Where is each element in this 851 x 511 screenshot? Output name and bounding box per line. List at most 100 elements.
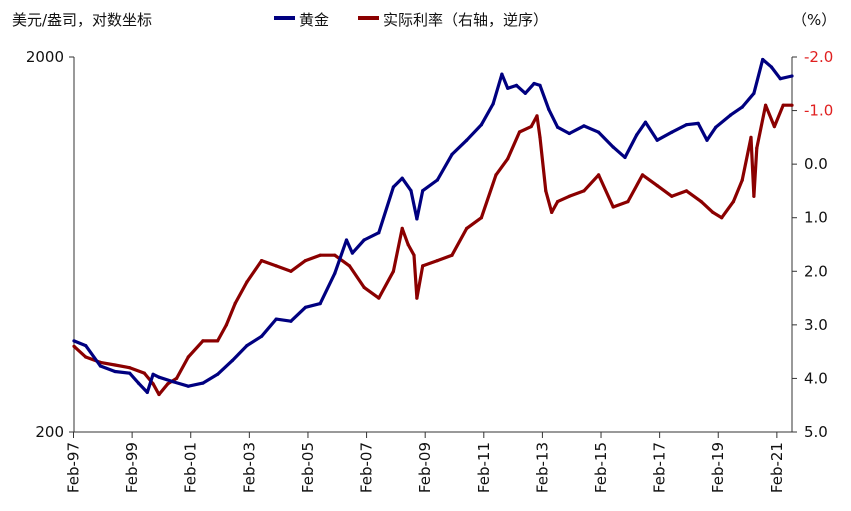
- real-rate-point: [400, 226, 404, 230]
- right-tick-label: 5.0: [804, 423, 828, 441]
- gold-point: [714, 125, 718, 129]
- real-rate-point: [362, 285, 366, 289]
- legend: 黄金 实际利率（右轴，逆序）: [274, 11, 548, 29]
- gold-point: [157, 375, 161, 379]
- gold-point: [72, 339, 76, 343]
- real-rate-point: [517, 130, 522, 134]
- real-rate-point: [640, 173, 645, 177]
- x-tick-label: Feb-19: [709, 442, 727, 493]
- real-rate-point: [72, 344, 76, 348]
- gold-point: [415, 217, 419, 221]
- real-rate-point: [720, 216, 724, 220]
- x-axis-ticks: Feb-97 Feb-99 Feb-01 Feb-03 Feb-05 Feb-07 Feb-…: [65, 432, 786, 493]
- real-rate-point: [450, 253, 454, 257]
- gold-point: [479, 123, 483, 127]
- x-tick-label: Feb-11: [475, 442, 493, 493]
- gold-point: [350, 251, 354, 255]
- real-rate-point: [506, 157, 510, 161]
- real-rate-point: [752, 194, 756, 198]
- gold-point: [318, 302, 322, 306]
- real-rate-point: [406, 242, 410, 247]
- real-rate-point: [166, 382, 170, 386]
- legend-label-real-rate: 实际利率（右轴，逆序）: [383, 11, 548, 29]
- gold-point: [514, 83, 519, 87]
- real-rate-point: [772, 125, 777, 129]
- gold-point: [556, 125, 560, 129]
- right-tick-label: 1.0: [804, 209, 828, 227]
- gold-point: [450, 152, 454, 156]
- left-tick-label: 200: [35, 423, 64, 441]
- gold-point: [623, 155, 627, 159]
- gold-point: [611, 145, 615, 149]
- gold-point: [705, 138, 709, 142]
- real-rate-point: [626, 200, 630, 204]
- x-tick-label: Feb-07: [358, 442, 376, 493]
- gold-point: [740, 105, 744, 109]
- gold-point: [98, 364, 102, 368]
- real-rate-point: [151, 382, 155, 386]
- gold-point: [84, 344, 88, 348]
- real-rate-point: [597, 173, 601, 177]
- real-rate-point: [755, 146, 759, 150]
- real-rate-point: [347, 264, 352, 268]
- gold-point: [230, 359, 234, 363]
- right-tick-label: 4.0: [804, 369, 828, 387]
- real-rate-point: [245, 280, 249, 284]
- gold-point: [421, 189, 425, 193]
- gold-point: [500, 72, 504, 76]
- real-rate-point: [421, 264, 425, 268]
- gold-point: [136, 381, 141, 385]
- real-rate-point: [538, 135, 542, 139]
- gold-point: [670, 130, 674, 134]
- real-rate-point: [233, 301, 237, 305]
- real-rate-point: [740, 178, 744, 182]
- gold-point: [597, 130, 601, 134]
- gold-point: [655, 138, 659, 142]
- gold-point: [523, 91, 527, 95]
- gold-point: [684, 123, 689, 127]
- gold-point: [172, 380, 176, 384]
- gold-point: [465, 138, 469, 142]
- gold-point: [696, 121, 700, 125]
- gold-point: [333, 271, 337, 275]
- x-tick-label: Feb-15: [592, 442, 610, 493]
- right-axis-ticks: -2.0 -1.0 0.0 1.0 2.0 3.0 4.0 5.0: [792, 48, 833, 441]
- gold-point: [260, 334, 264, 338]
- real-rate-point: [391, 269, 395, 273]
- gold-point: [216, 372, 220, 376]
- right-axis-unit: （%）: [792, 11, 836, 29]
- real-rate-point: [535, 114, 539, 118]
- gold-point: [547, 107, 551, 111]
- right-tick-label: -1.0: [804, 102, 833, 120]
- real-rate-point: [465, 226, 469, 230]
- left-axis-ticks: 2000 200: [26, 48, 74, 441]
- gold-point: [435, 178, 439, 182]
- gold-point: [362, 238, 366, 242]
- real-rate-point: [201, 339, 205, 343]
- gold-point: [400, 176, 404, 180]
- real-rate-point: [781, 103, 785, 107]
- real-rate-point: [764, 103, 768, 107]
- gold-point: [532, 81, 536, 86]
- x-tick-label: Feb-05: [299, 442, 317, 493]
- x-tick-label: Feb-01: [182, 442, 200, 493]
- gold-point: [506, 86, 510, 90]
- gold-point: [728, 113, 733, 117]
- real-rate-point: [479, 216, 483, 220]
- real-rate-point: [224, 323, 228, 327]
- gold-point: [391, 185, 395, 189]
- x-tick-label: Feb-97: [65, 442, 83, 493]
- gold-point: [201, 381, 205, 385]
- x-tick-label: Feb-21: [768, 442, 786, 493]
- right-tick-label: 2.0: [804, 262, 828, 280]
- x-tick-label: Feb-17: [651, 442, 669, 493]
- real-rate-point: [544, 189, 548, 193]
- gold-point: [769, 65, 774, 69]
- gold-point: [582, 124, 586, 128]
- gold-point: [128, 371, 132, 375]
- real-rate-point: [550, 210, 554, 214]
- real-rate-point: [274, 264, 278, 268]
- real-rate-point: [699, 200, 703, 204]
- real-rate-point: [529, 125, 533, 129]
- real-rate-point: [128, 366, 132, 370]
